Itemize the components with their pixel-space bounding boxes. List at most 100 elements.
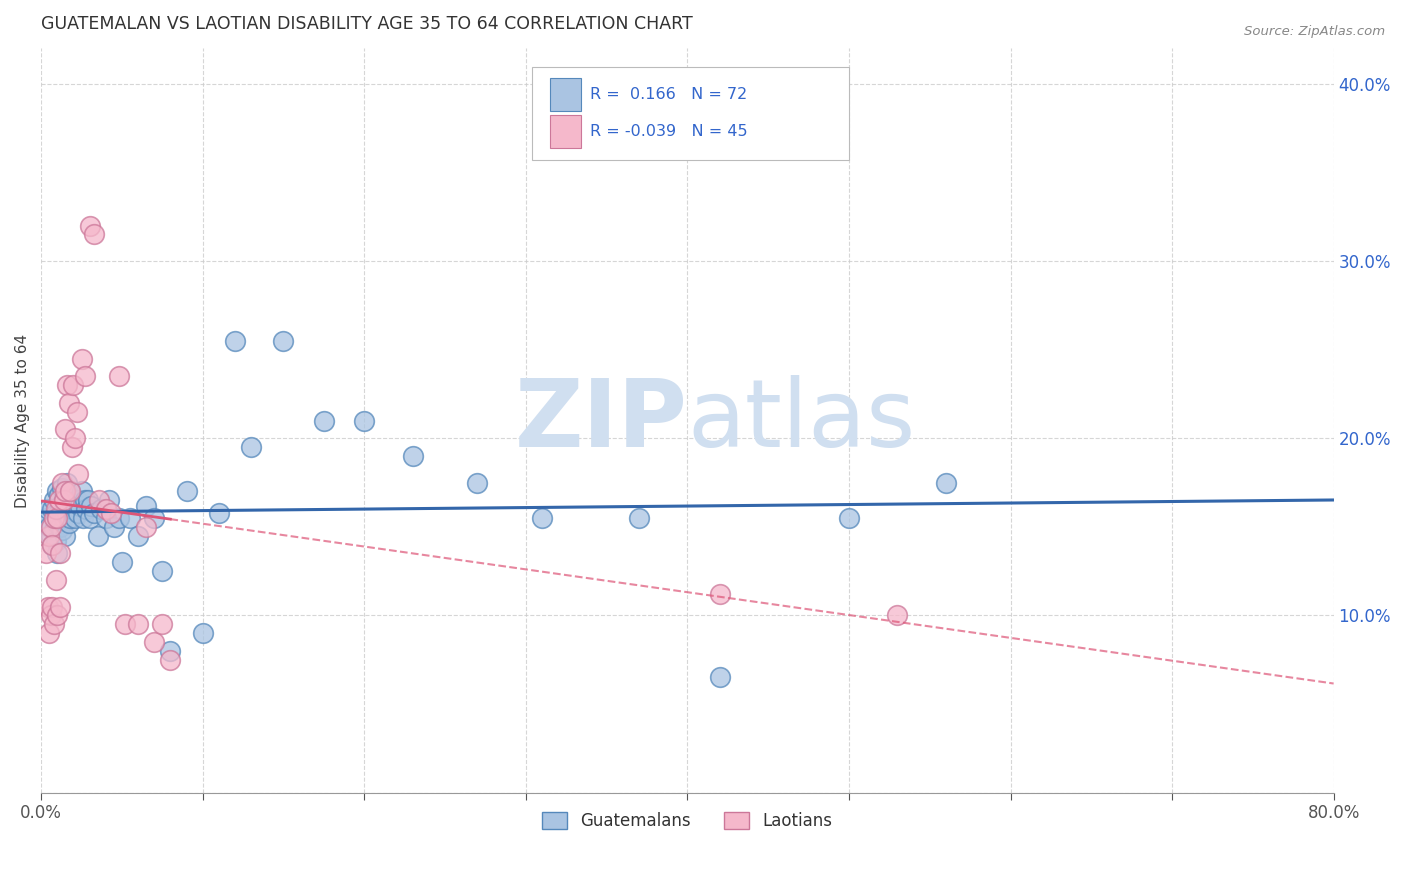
FancyBboxPatch shape <box>533 67 849 160</box>
Point <box>83 227 105 242</box>
Point <box>70 484 93 499</box>
Point <box>58 516 80 531</box>
Point <box>83 506 105 520</box>
Point <box>79 511 101 525</box>
Point <box>45 502 67 516</box>
Point <box>48 493 70 508</box>
Point <box>107 369 129 384</box>
Text: GUATEMALAN VS LAOTIAN DISABILITY AGE 35 TO 64 CORRELATION CHART: GUATEMALAN VS LAOTIAN DISABILITY AGE 35 … <box>41 15 693 33</box>
Point <box>60 440 83 454</box>
Point <box>35 546 58 560</box>
Point <box>67 467 90 481</box>
Point <box>240 440 263 454</box>
Point <box>42 511 65 525</box>
Point <box>86 529 108 543</box>
Point <box>46 546 69 560</box>
Point <box>51 524 73 538</box>
Point <box>353 413 375 427</box>
Point <box>530 511 553 525</box>
Point <box>66 405 89 419</box>
Point <box>53 529 76 543</box>
Point <box>118 511 141 525</box>
Text: Source: ZipAtlas.com: Source: ZipAtlas.com <box>1244 25 1385 38</box>
Point <box>53 484 76 499</box>
Point <box>159 653 181 667</box>
Point <box>67 506 90 520</box>
Point <box>45 506 67 520</box>
Point <box>46 608 69 623</box>
Point <box>103 520 125 534</box>
Point <box>48 511 70 525</box>
Point <box>69 499 91 513</box>
Point <box>42 493 65 508</box>
Point <box>48 488 70 502</box>
Point <box>62 499 84 513</box>
Point <box>886 608 908 623</box>
Point <box>127 617 149 632</box>
Point <box>41 538 63 552</box>
Point <box>52 493 75 508</box>
Point <box>49 499 72 513</box>
Point <box>38 626 60 640</box>
Point <box>58 488 80 502</box>
Point <box>70 351 93 366</box>
Point <box>35 511 58 525</box>
Point <box>107 511 129 525</box>
Point <box>273 334 295 348</box>
Text: R =  0.166   N = 72: R = 0.166 N = 72 <box>591 87 748 102</box>
Point <box>59 484 82 499</box>
Point <box>135 499 157 513</box>
Point <box>52 493 75 508</box>
Point <box>935 475 957 490</box>
Point <box>37 599 59 614</box>
Point <box>51 475 73 490</box>
Point <box>208 506 231 520</box>
Point <box>42 617 65 632</box>
Point <box>49 520 72 534</box>
Point <box>143 635 166 649</box>
Point <box>111 555 134 569</box>
Point <box>38 529 60 543</box>
Point <box>627 511 650 525</box>
FancyBboxPatch shape <box>550 115 582 148</box>
Text: ZIP: ZIP <box>515 375 688 467</box>
Point <box>59 511 82 525</box>
Point <box>709 671 731 685</box>
Point <box>45 573 67 587</box>
Point <box>159 644 181 658</box>
Point <box>150 564 173 578</box>
Point <box>41 502 63 516</box>
Point <box>51 481 73 495</box>
Point <box>39 608 62 623</box>
Point <box>100 506 122 520</box>
Point <box>191 626 214 640</box>
Point <box>98 493 121 508</box>
Point <box>39 529 62 543</box>
FancyBboxPatch shape <box>550 78 582 111</box>
Point <box>94 511 117 525</box>
Point <box>49 546 72 560</box>
Point <box>45 534 67 549</box>
Point <box>224 334 246 348</box>
Point <box>56 475 79 490</box>
Point <box>52 511 75 525</box>
Point <box>114 617 136 632</box>
Point <box>63 431 86 445</box>
Point <box>59 484 82 499</box>
Point <box>42 524 65 538</box>
Point <box>467 475 489 490</box>
Point <box>94 502 117 516</box>
Point <box>60 502 83 516</box>
Point <box>79 219 101 233</box>
Y-axis label: Disability Age 35 to 64: Disability Age 35 to 64 <box>15 334 30 508</box>
Point <box>56 506 79 520</box>
Point <box>77 493 100 508</box>
Point <box>63 511 86 525</box>
Point <box>127 529 149 543</box>
Point <box>135 520 157 534</box>
Legend: Guatemalans, Laotians: Guatemalans, Laotians <box>536 805 839 837</box>
Point <box>37 502 59 516</box>
Point <box>72 511 94 525</box>
Point <box>51 506 73 520</box>
Point <box>53 422 76 436</box>
